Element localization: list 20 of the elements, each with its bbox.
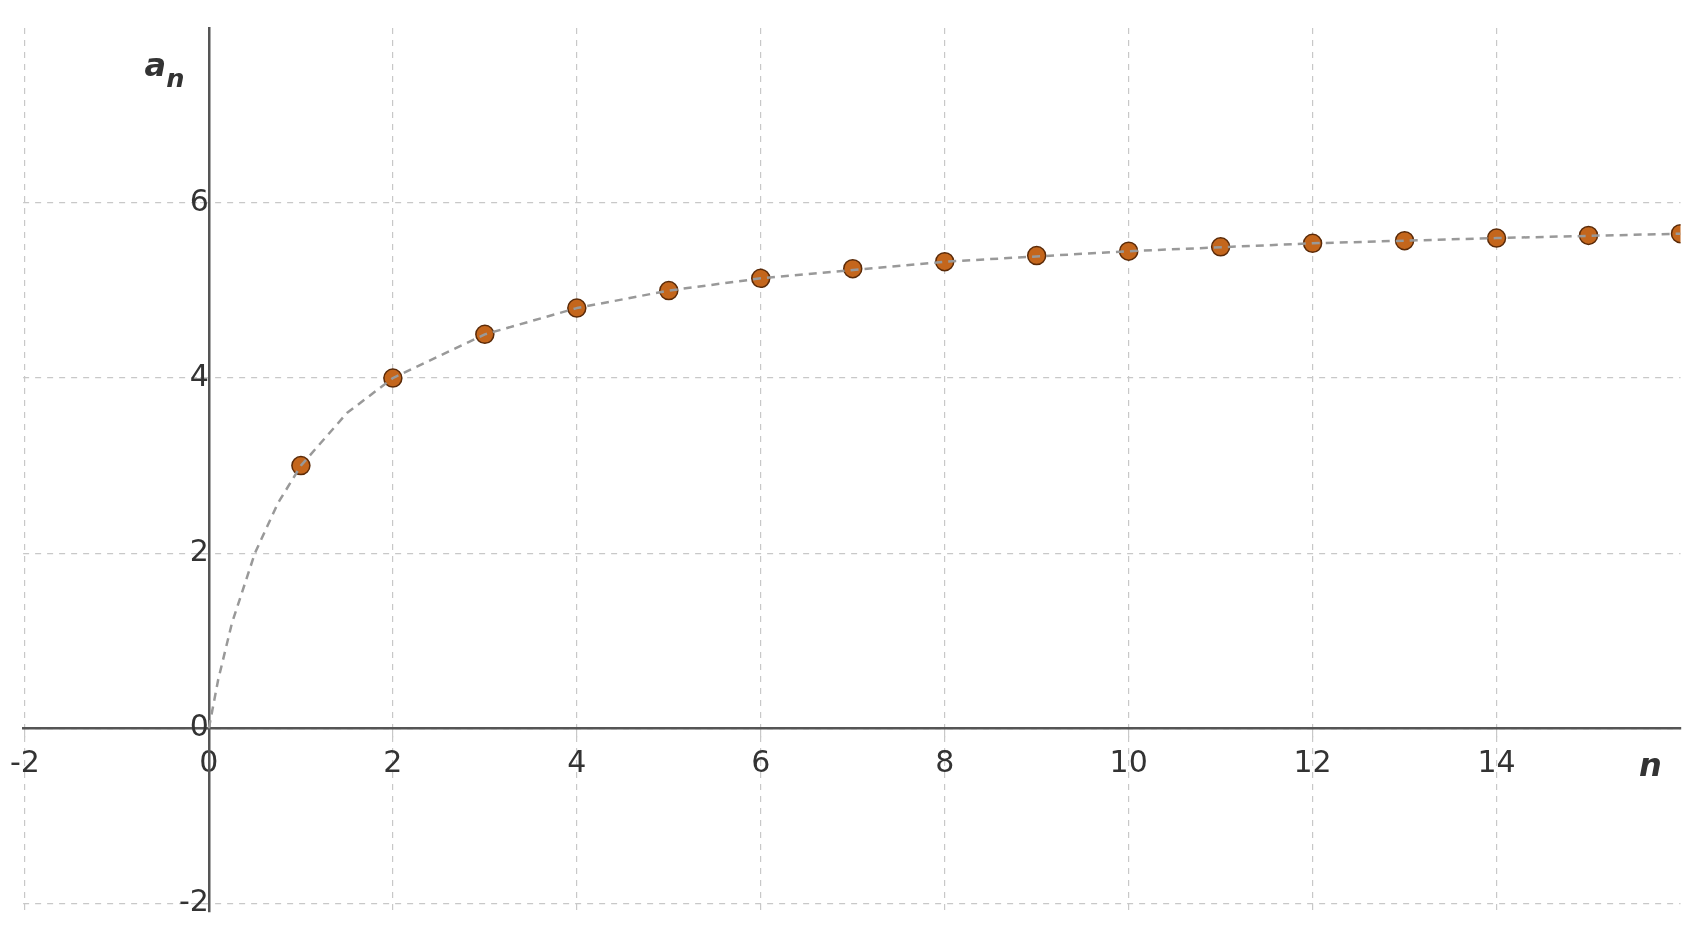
x-tick-label: 4 [567,743,587,779]
x-tick-label: 8 [935,743,955,779]
point [475,324,495,345]
y-tick-label: -2 [178,883,209,919]
point [383,368,403,388]
x-tick-label: -2 [10,743,40,779]
y-tick-label: 6 [189,182,209,218]
x-tick-label: 14 [1477,743,1516,779]
x-tick-label: 2 [383,743,403,779]
point [842,258,863,279]
point [1302,233,1323,254]
x-tick-label: 6 [751,743,771,779]
x-tick-label: 12 [1293,743,1332,779]
x-axis-title: n [1639,746,1662,785]
point [1486,228,1507,248]
y-tick-label: 4 [189,357,209,393]
point [567,298,587,318]
point [1026,245,1047,266]
x-tick-label: 10 [1109,743,1148,779]
y-tick-label: 2 [189,532,209,568]
